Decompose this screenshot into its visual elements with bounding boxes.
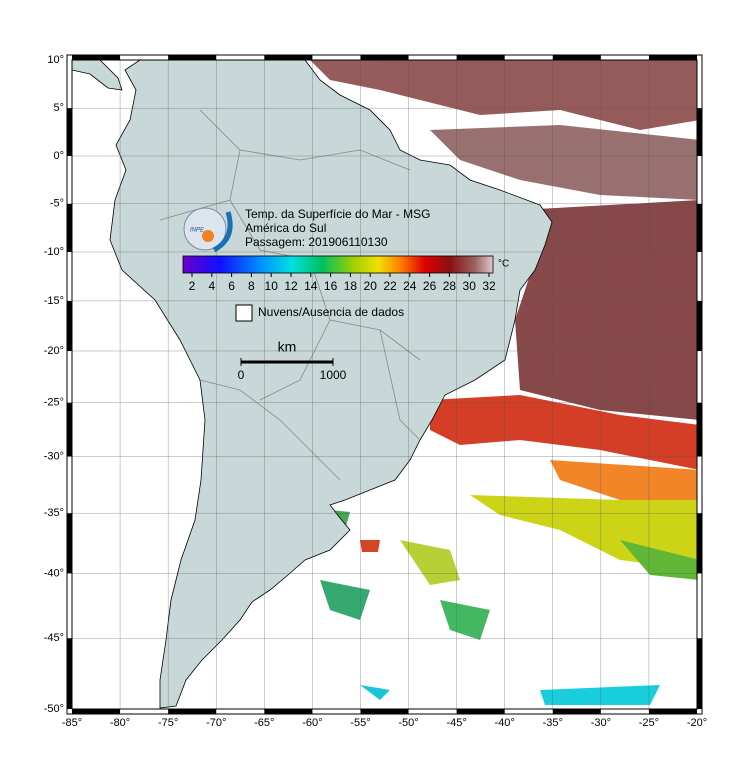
x-tick-label: -50° [398, 717, 418, 729]
frame-segment [168, 709, 217, 714]
y-tick-label: 5° [53, 102, 64, 114]
colorbar-tick-label: 8 [248, 279, 255, 293]
x-tick-label: -55° [350, 717, 370, 729]
scale-tick-label: 0 [238, 368, 245, 382]
map-legend: INPE Temp. da Superfície do Mar - MSG Am… [182, 207, 509, 382]
scale-tick-label: 1000 [320, 368, 347, 382]
y-tick-label: -50° [44, 703, 64, 715]
colorbar-tick-label: 26 [423, 279, 437, 293]
y-tick-label: 10° [47, 54, 64, 66]
frame-segment [697, 108, 702, 156]
frame-segment [360, 55, 409, 60]
scale-unit: km [278, 339, 297, 355]
colorbar-tick-label: 2 [189, 279, 196, 293]
colorbar-tick-label: 10 [265, 279, 279, 293]
colorbar-tick-label: 6 [228, 279, 235, 293]
frame-segment [67, 300, 72, 351]
x-tick-label: -40° [495, 717, 515, 729]
y-tick-label: -20° [44, 345, 64, 357]
frame-segment [456, 55, 505, 60]
x-tick-label: -60° [302, 717, 322, 729]
y-tick-label: -25° [44, 397, 64, 409]
frame-segment [552, 55, 601, 60]
logo-sun [202, 230, 214, 242]
frame-segment [67, 108, 72, 156]
colorbar [182, 255, 494, 274]
frame-border [71, 59, 698, 710]
frame-segment [264, 709, 313, 714]
y-tick-label: -40° [44, 567, 64, 579]
y-tick-label: -10° [44, 246, 64, 258]
frame: -85° -80° -75° -70° -65° -60° -55° -50° -45° -40°… [44, 54, 707, 729]
scale-bar: 0 1000 [238, 358, 347, 382]
x-tick-label: -35° [543, 717, 563, 729]
y-tick-label: -35° [44, 507, 64, 519]
x-tick-label: -70° [206, 717, 226, 729]
frame-outer [66, 54, 703, 715]
x-tick-label: -75° [158, 717, 178, 729]
frame-segment [168, 55, 217, 60]
legend-swatch [235, 304, 253, 322]
map-area [72, 60, 697, 709]
frame-segment [456, 709, 505, 714]
frame-segment [67, 638, 72, 709]
y-tick-label: 0° [53, 150, 64, 162]
logo-arrow [212, 211, 233, 253]
colorbar-tick-label: 16 [324, 279, 338, 293]
colorbar-tick-label: 14 [304, 279, 318, 293]
legend-label: Nuvens/Ausencia de dados [258, 305, 404, 319]
x-tick-label: -20° [687, 717, 707, 729]
x-tick-label: -65° [254, 717, 274, 729]
colorbar-tick-label: 32 [482, 279, 496, 293]
colorbar-tick-label: 24 [403, 279, 417, 293]
colorbar-tick-label: 30 [463, 279, 477, 293]
frame-segment [72, 55, 121, 60]
colorbar-tick-label: 12 [284, 279, 298, 293]
logo [183, 207, 227, 251]
frame-segment [72, 709, 121, 714]
frame-segment [648, 709, 697, 714]
colorbar-tick-label: 4 [208, 279, 215, 293]
y-tick-label: -30° [44, 450, 64, 462]
frame-segment [697, 402, 702, 457]
x-tick-label: -25° [639, 717, 659, 729]
frame-segment [697, 300, 702, 351]
title-line: Passagem: 201906110130 [245, 235, 388, 249]
x-tick-label: -85° [62, 717, 82, 729]
logo-text: INPE [190, 228, 205, 234]
frame-segment [697, 638, 702, 709]
frame-segment [552, 709, 601, 714]
y-tick-label: -5° [50, 198, 64, 210]
y-tick-label: -45° [44, 632, 64, 644]
frame-segment [67, 513, 72, 574]
colorbar-tick-label: 18 [344, 279, 358, 293]
y-tick-label: -15° [44, 295, 64, 307]
x-tick-label: -45° [446, 717, 466, 729]
x-tick-label: -80° [110, 717, 130, 729]
colorbar-ticks: 2 4 6 8 10 12 14 16 18 20 22 24 26 28 30 32 [189, 273, 496, 293]
frame-segment [697, 513, 702, 574]
sst-field [310, 60, 697, 705]
frame-segment [360, 709, 409, 714]
title-line: Temp. da Superfície do Mar - MSG [245, 207, 430, 221]
frame-segment [67, 203, 72, 252]
central-america [72, 60, 123, 91]
frame-segment [67, 402, 72, 457]
frame-segment [264, 55, 313, 60]
colorbar-tick-label: 28 [443, 279, 457, 293]
frame-segment [648, 55, 697, 60]
colorbar-tick-label: 20 [364, 279, 378, 293]
title-line: América do Sul [245, 221, 326, 235]
colorbar-unit: °C [498, 259, 509, 270]
colorbar-tick-label: 22 [383, 279, 397, 293]
frame-segment [697, 203, 702, 252]
x-tick-label: -30° [591, 717, 611, 729]
